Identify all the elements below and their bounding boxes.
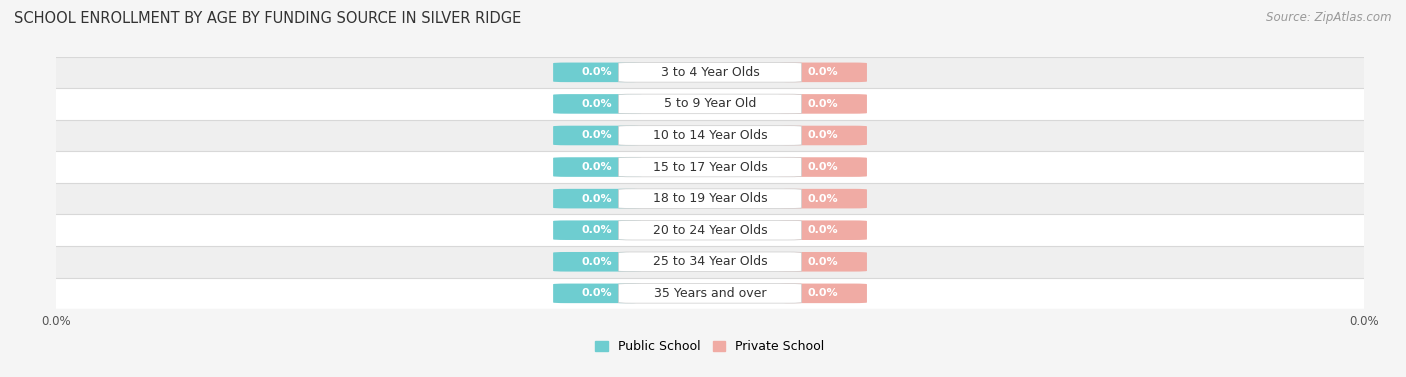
Text: 18 to 19 Year Olds: 18 to 19 Year Olds [652, 192, 768, 205]
Text: 0.0%: 0.0% [582, 257, 613, 267]
FancyBboxPatch shape [56, 88, 1364, 120]
FancyBboxPatch shape [56, 246, 1364, 277]
FancyBboxPatch shape [553, 126, 641, 145]
FancyBboxPatch shape [619, 252, 801, 271]
Text: 0.0%: 0.0% [582, 288, 613, 298]
FancyBboxPatch shape [553, 94, 641, 114]
FancyBboxPatch shape [56, 151, 1364, 183]
Text: 0.0%: 0.0% [582, 162, 613, 172]
FancyBboxPatch shape [56, 277, 1364, 309]
FancyBboxPatch shape [779, 63, 868, 82]
Legend: Public School, Private School: Public School, Private School [591, 336, 830, 359]
FancyBboxPatch shape [553, 252, 641, 271]
FancyBboxPatch shape [619, 221, 801, 240]
FancyBboxPatch shape [553, 284, 641, 303]
Text: 0.0%: 0.0% [807, 288, 838, 298]
Text: 10 to 14 Year Olds: 10 to 14 Year Olds [652, 129, 768, 142]
Text: 25 to 34 Year Olds: 25 to 34 Year Olds [652, 255, 768, 268]
Text: 0.0%: 0.0% [582, 225, 613, 235]
Text: 0.0%: 0.0% [582, 67, 613, 77]
FancyBboxPatch shape [56, 215, 1364, 246]
Text: 15 to 17 Year Olds: 15 to 17 Year Olds [652, 161, 768, 173]
Text: 0.0%: 0.0% [807, 225, 838, 235]
FancyBboxPatch shape [619, 284, 801, 303]
FancyBboxPatch shape [553, 221, 641, 240]
Text: SCHOOL ENROLLMENT BY AGE BY FUNDING SOURCE IN SILVER RIDGE: SCHOOL ENROLLMENT BY AGE BY FUNDING SOUR… [14, 11, 522, 26]
Text: 5 to 9 Year Old: 5 to 9 Year Old [664, 97, 756, 110]
FancyBboxPatch shape [619, 157, 801, 177]
Text: 0.0%: 0.0% [807, 257, 838, 267]
FancyBboxPatch shape [779, 189, 868, 208]
Text: 0.0%: 0.0% [807, 99, 838, 109]
FancyBboxPatch shape [779, 126, 868, 145]
FancyBboxPatch shape [56, 183, 1364, 215]
FancyBboxPatch shape [553, 63, 641, 82]
Text: 0.0%: 0.0% [807, 130, 838, 141]
FancyBboxPatch shape [619, 94, 801, 114]
Text: 0.0%: 0.0% [582, 130, 613, 141]
FancyBboxPatch shape [619, 63, 801, 82]
Text: 0.0%: 0.0% [582, 99, 613, 109]
FancyBboxPatch shape [56, 120, 1364, 151]
Text: Source: ZipAtlas.com: Source: ZipAtlas.com [1267, 11, 1392, 24]
Text: 3 to 4 Year Olds: 3 to 4 Year Olds [661, 66, 759, 79]
FancyBboxPatch shape [619, 126, 801, 145]
FancyBboxPatch shape [619, 189, 801, 208]
Text: 0.0%: 0.0% [582, 194, 613, 204]
Text: 20 to 24 Year Olds: 20 to 24 Year Olds [652, 224, 768, 237]
FancyBboxPatch shape [779, 284, 868, 303]
FancyBboxPatch shape [553, 157, 641, 177]
Text: 0.0%: 0.0% [807, 194, 838, 204]
FancyBboxPatch shape [779, 252, 868, 271]
Text: 35 Years and over: 35 Years and over [654, 287, 766, 300]
Text: 0.0%: 0.0% [807, 162, 838, 172]
Text: 0.0%: 0.0% [807, 67, 838, 77]
FancyBboxPatch shape [553, 189, 641, 208]
FancyBboxPatch shape [779, 157, 868, 177]
FancyBboxPatch shape [779, 221, 868, 240]
FancyBboxPatch shape [56, 57, 1364, 88]
FancyBboxPatch shape [779, 94, 868, 114]
